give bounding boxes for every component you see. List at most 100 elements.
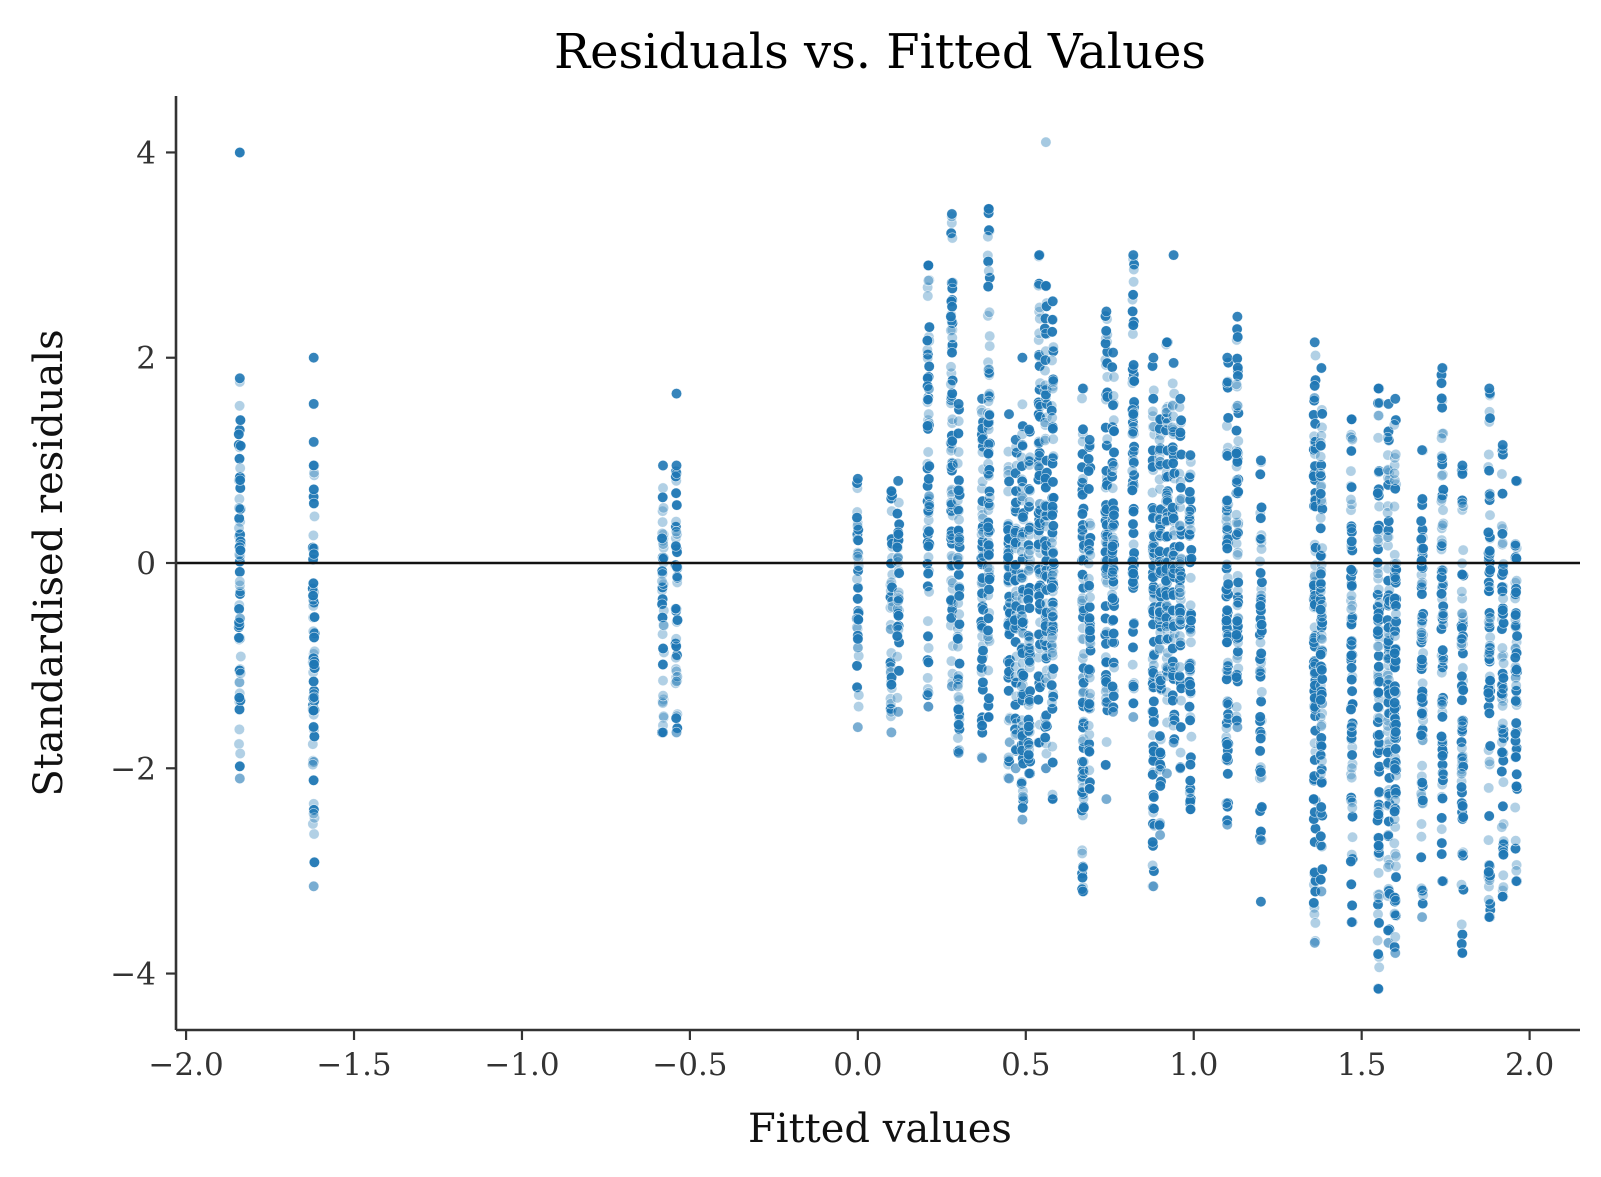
scatter-point <box>1346 899 1358 911</box>
scatter-point <box>1184 803 1196 815</box>
scatter-point <box>1040 718 1052 730</box>
scatter-point <box>1456 607 1468 619</box>
scatter-point <box>1456 781 1468 793</box>
scatter-point <box>923 321 935 333</box>
scatter-point <box>1032 694 1044 706</box>
scatter-point <box>1127 697 1139 709</box>
scatter-point <box>1185 468 1197 480</box>
scatter-point <box>1308 395 1320 407</box>
scatter-point <box>1510 843 1522 855</box>
scatter-point <box>657 502 669 514</box>
scatter-point <box>983 692 995 704</box>
scatter-point <box>923 274 935 286</box>
y-tick-label: 4 <box>136 135 156 171</box>
scatter-point <box>234 588 246 600</box>
scatter-point <box>946 282 958 294</box>
scatter-point <box>1221 615 1233 627</box>
scatter-point <box>1100 759 1112 771</box>
scatter-point <box>852 721 864 733</box>
scatter-point <box>1389 931 1401 943</box>
scatter-point <box>982 231 994 243</box>
scatter-point <box>1437 608 1449 620</box>
scatter-point <box>1415 882 1427 894</box>
scatter-point <box>923 586 935 598</box>
scatter-point <box>1309 917 1321 929</box>
scatter-points <box>233 136 1523 995</box>
scatter-point <box>1496 468 1508 480</box>
scatter-point <box>1497 869 1509 881</box>
scatter-point <box>1416 692 1428 704</box>
scatter-point <box>1372 523 1384 535</box>
scatter-point <box>1373 583 1385 595</box>
scatter-point <box>1482 687 1494 699</box>
scatter-point <box>1389 685 1401 697</box>
scatter-point <box>1456 568 1468 580</box>
scatter-point <box>1373 983 1385 995</box>
scatter-point <box>1483 911 1495 923</box>
scatter-point <box>1108 446 1120 458</box>
y-tick-label: −4 <box>110 957 156 993</box>
scatter-point <box>1127 408 1139 420</box>
scatter-point <box>1231 701 1243 713</box>
scatter-point <box>1255 766 1267 778</box>
scatter-point <box>1416 760 1428 772</box>
scatter-point <box>922 615 934 627</box>
scatter-point <box>1389 794 1401 806</box>
scatter-point <box>1220 797 1232 809</box>
scatter-point <box>1373 382 1385 394</box>
scatter-point <box>1017 440 1029 452</box>
scatter-point <box>891 692 903 704</box>
scatter-point <box>983 464 995 476</box>
scatter-point <box>945 378 957 390</box>
scatter-point <box>1346 916 1358 928</box>
scatter-point <box>1390 850 1402 862</box>
scatter-point <box>1047 569 1059 581</box>
scatter-point <box>307 590 319 602</box>
scatter-point <box>953 484 965 496</box>
scatter-point <box>982 255 994 267</box>
scatter-point <box>976 752 988 764</box>
scatter-point <box>1016 494 1028 506</box>
scatter-point <box>1002 551 1014 563</box>
scatter-point <box>1255 695 1267 707</box>
scatter-point <box>1373 786 1385 798</box>
scatter-point <box>1255 834 1267 846</box>
scatter-point <box>922 275 934 287</box>
scatter-point <box>1416 911 1428 923</box>
scatter-point <box>1077 382 1089 394</box>
scatter-point <box>1230 447 1242 459</box>
scatter-point <box>946 387 958 399</box>
scatter-point <box>1416 777 1428 789</box>
scatter-point <box>1316 740 1328 752</box>
scatter-point <box>307 529 319 541</box>
scatter-point <box>1023 424 1035 436</box>
scatter-point <box>1184 486 1196 498</box>
scatter-point <box>1345 445 1357 457</box>
scatter-point <box>1484 631 1496 643</box>
scatter-point <box>1161 336 1173 348</box>
scatter-point <box>923 642 935 654</box>
scatter-point <box>308 611 320 623</box>
scatter-point <box>1416 578 1428 590</box>
scatter-point <box>1497 881 1509 893</box>
scatter-point <box>1308 793 1320 805</box>
scatter-point <box>1017 511 1029 523</box>
scatter-point <box>891 630 903 642</box>
scatter-point <box>1417 794 1429 806</box>
scatter-point <box>1083 728 1095 740</box>
scatter-point <box>1346 749 1358 761</box>
scatter-point <box>1046 509 1058 521</box>
scatter-point <box>1483 581 1495 593</box>
scatter-point <box>1168 357 1180 369</box>
scatter-point <box>1315 578 1327 590</box>
scatter-point <box>1175 636 1187 648</box>
scatter-point <box>1346 802 1358 814</box>
scatter-point <box>977 676 989 688</box>
scatter-point <box>1078 767 1090 779</box>
scatter-point <box>670 640 682 652</box>
scatter-point <box>1023 496 1035 508</box>
scatter-point <box>1254 711 1266 723</box>
scatter-point <box>982 624 994 636</box>
scatter-point <box>1168 249 1180 261</box>
scatter-point <box>1456 670 1468 682</box>
